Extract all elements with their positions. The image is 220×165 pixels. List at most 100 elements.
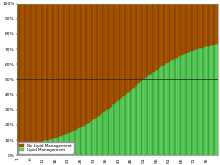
Bar (135, 4, 137, 85)
Bar (110, 4, 112, 107)
Bar (168, 4, 170, 62)
Bar (22, 4, 24, 145)
Bar (62, 4, 64, 135)
Bar (79, 4, 82, 127)
Bar (74, 130, 77, 155)
Bar (140, 4, 142, 81)
Bar (193, 4, 195, 50)
Bar (95, 118, 97, 155)
Bar (115, 102, 117, 155)
Bar (183, 4, 185, 54)
Bar (16, 145, 19, 155)
Bar (49, 139, 52, 155)
Bar (208, 46, 210, 155)
Bar (72, 4, 74, 131)
Bar (97, 4, 100, 116)
Bar (152, 72, 155, 155)
Bar (165, 63, 168, 155)
Bar (42, 141, 44, 155)
Bar (57, 4, 59, 137)
Bar (173, 59, 175, 155)
Bar (52, 138, 54, 155)
Bar (64, 134, 67, 155)
Bar (188, 4, 190, 52)
Bar (160, 4, 163, 66)
Bar (150, 74, 152, 155)
Bar (145, 4, 147, 77)
Bar (59, 4, 62, 136)
Bar (122, 4, 125, 96)
Bar (122, 96, 125, 155)
Bar (205, 4, 208, 46)
Bar (158, 4, 160, 68)
Bar (147, 75, 150, 155)
Bar (77, 128, 79, 155)
Bar (19, 145, 22, 155)
Bar (185, 53, 188, 155)
Bar (67, 133, 69, 155)
Bar (213, 45, 215, 155)
Bar (22, 145, 24, 155)
Bar (215, 4, 218, 44)
Bar (127, 4, 130, 92)
Bar (84, 4, 87, 124)
Bar (107, 4, 110, 109)
Bar (27, 144, 29, 155)
Bar (178, 56, 180, 155)
Bar (82, 126, 84, 155)
Bar (183, 54, 185, 155)
Bar (47, 140, 49, 155)
Bar (105, 110, 107, 155)
Bar (47, 4, 49, 140)
Bar (215, 44, 218, 155)
Bar (112, 4, 115, 104)
Bar (79, 127, 82, 155)
Bar (195, 4, 198, 49)
Bar (155, 4, 158, 70)
Bar (193, 50, 195, 155)
Bar (210, 45, 213, 155)
Bar (150, 4, 152, 74)
Bar (100, 114, 102, 155)
Bar (32, 4, 34, 143)
Bar (87, 4, 90, 123)
Bar (52, 4, 54, 138)
Bar (147, 4, 150, 75)
Bar (19, 4, 22, 145)
Bar (105, 4, 107, 110)
Bar (69, 132, 72, 155)
Bar (92, 119, 95, 155)
Bar (115, 4, 117, 102)
Bar (16, 4, 19, 145)
Bar (163, 65, 165, 155)
Bar (198, 4, 200, 49)
Bar (24, 144, 27, 155)
Bar (97, 116, 100, 155)
Bar (95, 4, 97, 118)
Bar (132, 88, 135, 155)
Bar (77, 4, 79, 128)
Bar (117, 100, 120, 155)
Bar (110, 107, 112, 155)
Bar (155, 70, 158, 155)
Bar (82, 4, 84, 126)
Bar (117, 4, 120, 100)
Bar (130, 4, 132, 90)
Bar (69, 4, 72, 132)
Bar (39, 142, 42, 155)
Bar (29, 143, 32, 155)
Bar (132, 4, 135, 88)
Bar (44, 140, 47, 155)
Bar (59, 136, 62, 155)
Bar (208, 4, 210, 46)
Bar (160, 66, 163, 155)
Bar (34, 143, 37, 155)
Bar (175, 4, 178, 58)
Bar (190, 4, 193, 51)
Bar (190, 51, 193, 155)
Bar (170, 60, 173, 155)
Bar (74, 4, 77, 130)
Bar (142, 4, 145, 79)
Legend: No Lipid Management, Lipid Management: No Lipid Management, Lipid Management (18, 142, 73, 154)
Bar (173, 4, 175, 59)
